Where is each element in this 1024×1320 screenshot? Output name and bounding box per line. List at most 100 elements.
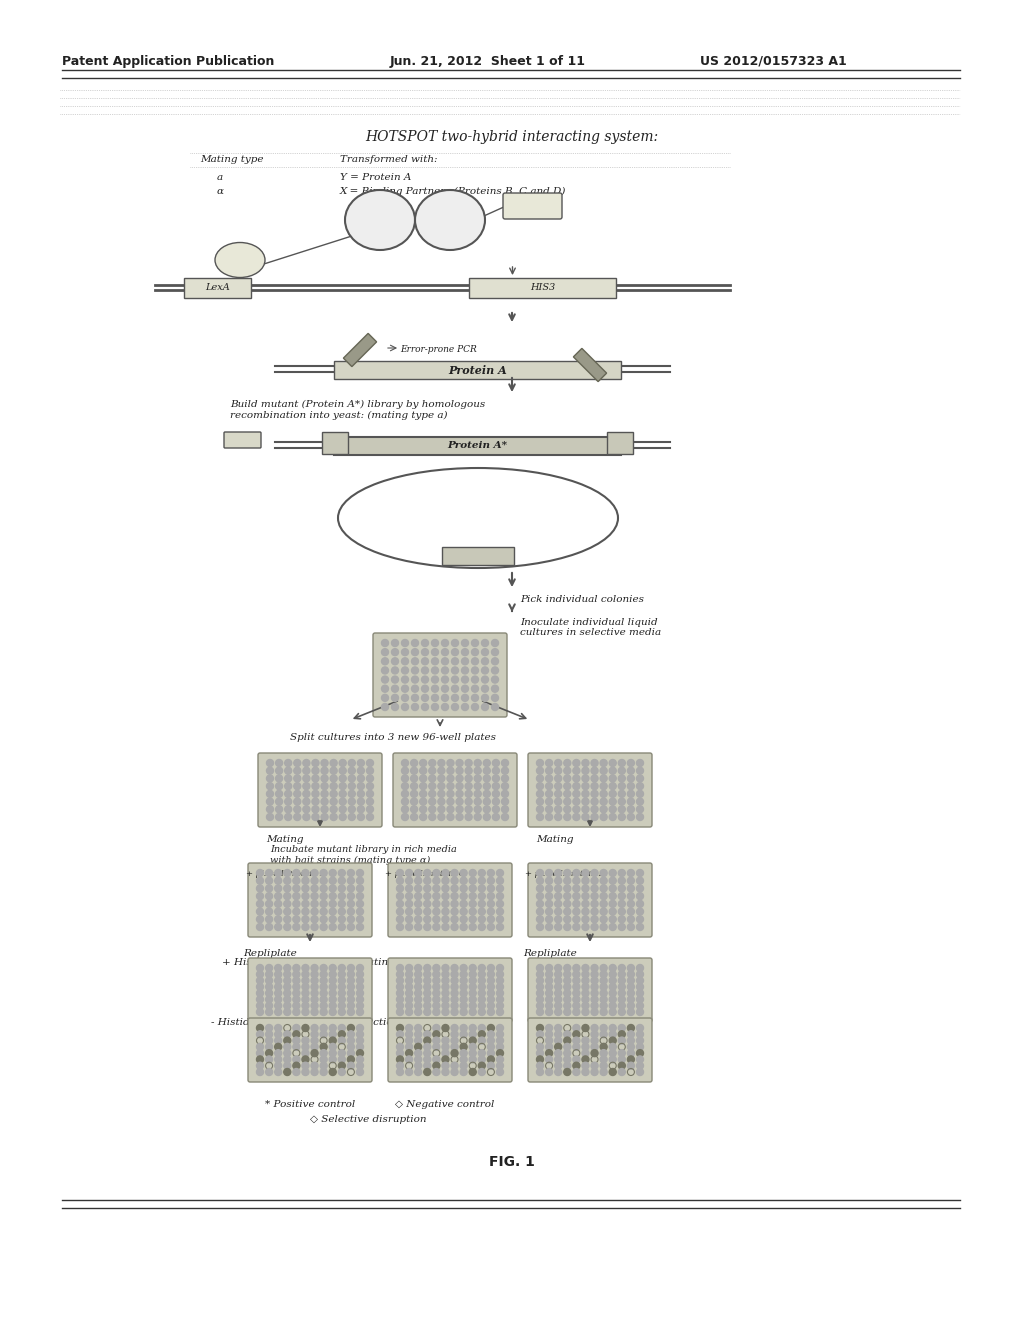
Circle shape	[330, 1024, 336, 1031]
Circle shape	[442, 965, 449, 972]
FancyBboxPatch shape	[388, 863, 512, 937]
Circle shape	[274, 908, 282, 915]
Circle shape	[431, 685, 438, 692]
FancyBboxPatch shape	[224, 432, 261, 447]
Circle shape	[382, 657, 388, 665]
Circle shape	[600, 1068, 607, 1076]
FancyBboxPatch shape	[388, 1018, 512, 1082]
Circle shape	[469, 1008, 476, 1015]
Circle shape	[487, 916, 495, 923]
Circle shape	[293, 892, 300, 900]
FancyBboxPatch shape	[258, 752, 382, 828]
Circle shape	[618, 878, 626, 884]
Circle shape	[582, 759, 589, 767]
Circle shape	[396, 870, 403, 876]
Circle shape	[424, 1068, 431, 1076]
Circle shape	[609, 924, 616, 931]
Circle shape	[469, 1031, 476, 1038]
Circle shape	[487, 1049, 495, 1056]
Circle shape	[406, 1008, 413, 1015]
Circle shape	[537, 1068, 544, 1076]
Circle shape	[424, 884, 431, 892]
Circle shape	[497, 900, 504, 907]
Circle shape	[347, 892, 354, 900]
Circle shape	[460, 1063, 467, 1069]
Circle shape	[321, 1063, 327, 1069]
Circle shape	[348, 799, 355, 805]
Circle shape	[302, 1056, 309, 1063]
Circle shape	[284, 1002, 291, 1010]
Circle shape	[322, 775, 328, 781]
Circle shape	[367, 783, 374, 789]
Circle shape	[582, 1008, 589, 1015]
Circle shape	[347, 1063, 354, 1069]
Circle shape	[391, 639, 398, 647]
Circle shape	[497, 884, 504, 892]
Circle shape	[412, 667, 419, 675]
Circle shape	[600, 908, 607, 915]
Text: HOTSPOT two-hybrid interacting system:: HOTSPOT two-hybrid interacting system:	[366, 129, 658, 144]
Circle shape	[546, 1056, 553, 1063]
Circle shape	[591, 892, 598, 900]
Circle shape	[424, 870, 431, 876]
Circle shape	[401, 639, 409, 647]
Circle shape	[487, 870, 495, 876]
Circle shape	[330, 1008, 336, 1015]
Circle shape	[471, 657, 478, 665]
Circle shape	[356, 924, 364, 931]
Circle shape	[483, 799, 490, 805]
Circle shape	[284, 965, 291, 972]
Circle shape	[302, 1002, 309, 1010]
Circle shape	[497, 878, 504, 884]
Circle shape	[471, 704, 478, 710]
Circle shape	[478, 977, 485, 985]
Circle shape	[572, 1031, 580, 1038]
Circle shape	[411, 775, 418, 781]
Circle shape	[330, 1068, 336, 1076]
Polygon shape	[343, 334, 377, 367]
Circle shape	[293, 1024, 300, 1031]
Circle shape	[572, 1008, 580, 1015]
Circle shape	[555, 1002, 562, 1010]
Circle shape	[546, 990, 553, 997]
Circle shape	[637, 983, 643, 990]
Text: Inoculate individual liquid
cultures in selective media: Inoculate individual liquid cultures in …	[520, 618, 662, 638]
Circle shape	[312, 791, 318, 797]
Circle shape	[493, 775, 500, 781]
Circle shape	[591, 990, 598, 997]
Circle shape	[431, 704, 438, 710]
Circle shape	[591, 783, 598, 789]
Circle shape	[462, 639, 469, 647]
Circle shape	[357, 783, 365, 789]
Circle shape	[572, 805, 580, 813]
Circle shape	[338, 995, 345, 1003]
Circle shape	[330, 1056, 336, 1063]
Circle shape	[637, 1063, 643, 1069]
Circle shape	[460, 892, 467, 900]
Circle shape	[546, 1049, 553, 1056]
Circle shape	[265, 965, 272, 972]
Circle shape	[465, 813, 472, 821]
Circle shape	[469, 900, 476, 907]
Circle shape	[285, 799, 292, 805]
Circle shape	[406, 1068, 413, 1076]
Circle shape	[265, 1031, 272, 1038]
Circle shape	[572, 916, 580, 923]
Circle shape	[628, 924, 635, 931]
Circle shape	[487, 884, 495, 892]
Circle shape	[546, 977, 553, 985]
Circle shape	[293, 878, 300, 884]
Circle shape	[487, 908, 495, 915]
Circle shape	[396, 983, 403, 990]
Circle shape	[442, 884, 449, 892]
Text: X = Binding Partners (Proteins B, C and D): X = Binding Partners (Proteins B, C and …	[340, 187, 566, 197]
Circle shape	[487, 995, 495, 1003]
Circle shape	[502, 805, 509, 813]
Circle shape	[600, 995, 607, 1003]
Circle shape	[609, 799, 616, 805]
Circle shape	[321, 1043, 327, 1051]
Circle shape	[442, 1063, 449, 1069]
Circle shape	[628, 965, 635, 972]
Circle shape	[401, 704, 409, 710]
Circle shape	[312, 759, 318, 767]
